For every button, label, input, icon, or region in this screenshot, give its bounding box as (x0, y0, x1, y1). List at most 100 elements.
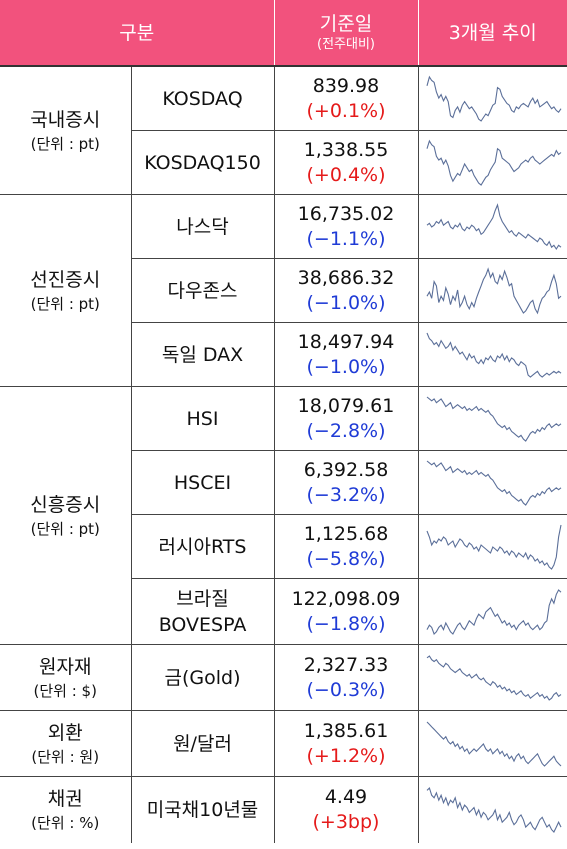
value-cell: 2,327.33 (−0.3%) (273, 644, 419, 711)
table-row: 신흥증시 (단위 : pt) HSI 18,079.61 (−2.8%) (0, 386, 567, 645)
index-name-cell: 원/달러 (130, 710, 275, 777)
weekly-change: (−3.2%) (306, 483, 386, 506)
category-name: 신흥증시 (30, 493, 101, 516)
index-value: 2,327.33 (303, 653, 389, 676)
sparkline-chart (426, 267, 561, 315)
category-name: 외환 (47, 721, 83, 744)
category-unit: (단위 : 원) (31, 747, 100, 766)
category-name: 선진증시 (30, 268, 101, 291)
value-cell: 4.49 (+3bp) (273, 776, 419, 843)
index-name-cell: 브라질 BOVESPA (131, 578, 275, 645)
header-trend: 3개월 추이 (417, 0, 567, 67)
index-name: 원/달러 (173, 732, 232, 755)
index-name: 금(Gold) (164, 666, 241, 689)
index-value: 18,497.94 (297, 330, 395, 353)
index-name: HSCEI (173, 471, 232, 494)
trend-cell (417, 776, 567, 843)
table-row: 채권 (단위 : %) 미국채10년물 4.49 (+3bp) (0, 776, 567, 843)
weekly-change: (−1.0%) (306, 291, 386, 314)
header-base-date: 기준일 (전주대비) (273, 0, 419, 67)
category-unit: (단위 : pt) (30, 134, 100, 153)
index-value: 1,338.55 (303, 138, 389, 161)
value-cell: 1,385.61 (+1.2%) (273, 710, 419, 777)
table-row: 러시아RTS 1,125.68 (−5.8%) (0, 514, 567, 579)
index-name: 미국채10년물 (146, 798, 259, 821)
index-value: 38,686.32 (297, 266, 395, 289)
sparkline-chart (426, 589, 561, 635)
value-cell: 122,098.09 (−1.8%) (273, 578, 419, 645)
weekly-change: (+1.2%) (306, 744, 386, 767)
value-cell: 839.98 (+0.1%) (273, 65, 419, 131)
table-row: 브라질 BOVESPA 122,098.09 (−1.8%) (0, 578, 567, 645)
sparkline-path (425, 332, 561, 378)
sparkline-path (426, 721, 561, 767)
sparkline-path (426, 396, 561, 442)
trend-cell (417, 322, 567, 387)
table-row: 국내증시 (단위 : pt) KOSDAQ 839.98 (+0.1%) (0, 65, 567, 195)
sparkline-chart (426, 203, 561, 251)
sparkline-path (426, 267, 561, 315)
index-value: 839.98 (312, 74, 380, 97)
sparkline-path (426, 787, 561, 834)
index-name-cell: 다우존스 (131, 258, 275, 323)
trend-cell (417, 386, 567, 451)
table-row: 다우존스 38,686.32 (−1.0%) (0, 258, 567, 323)
trend-cell (417, 194, 567, 259)
sparkline-chart (425, 139, 561, 186)
header-row: 구분 기준일 (전주대비) 3개월 추이 (0, 0, 567, 67)
category-cell: 신흥증시 (단위 : pt) (0, 386, 132, 645)
index-name: 브라질 BOVESPA (158, 587, 247, 636)
index-name-cell: HSI (130, 386, 275, 451)
index-value: 4.49 (324, 785, 368, 808)
weekly-change: (−1.0%) (306, 355, 386, 378)
index-name-cell: 금(Gold) (130, 644, 275, 711)
category-unit: (단위 : %) (31, 813, 100, 832)
index-name: 러시아RTS (158, 535, 247, 558)
index-name-cell: KOSDAQ150 (131, 130, 275, 195)
sparkline-chart (426, 396, 561, 442)
index-name: 나스닥 (176, 215, 229, 238)
weekly-change: (+3bp) (312, 810, 380, 833)
weekly-change: (−1.8%) (306, 612, 386, 635)
value-cell: 18,079.61 (−2.8%) (273, 386, 419, 451)
category-cell: 선진증시 (단위 : pt) (0, 194, 132, 387)
table-row: 원자재 (단위 : $) 금(Gold) 2,327.33 (−0.3%) (0, 644, 567, 711)
category-cell: 국내증시 (단위 : pt) (0, 65, 132, 195)
trend-cell (417, 130, 567, 195)
weekly-change: (+0.1%) (306, 99, 386, 122)
index-name: 독일 DAX (161, 343, 244, 366)
index-name-cell: KOSDAQ (130, 65, 275, 131)
index-value: 16,735.02 (297, 202, 395, 225)
category-name: 원자재 (39, 655, 92, 678)
index-value: 6,392.58 (303, 458, 389, 481)
index-name: 다우존스 (167, 279, 238, 302)
index-value: 18,079.61 (297, 394, 395, 417)
category-unit: (단위 : pt) (30, 519, 100, 538)
index-value: 122,098.09 (291, 587, 401, 610)
sparkline-chart (426, 460, 561, 506)
value-cell: 38,686.32 (−1.0%) (273, 258, 419, 323)
index-value: 1,385.61 (303, 719, 389, 742)
sparkline-path (426, 203, 561, 251)
trend-cell (417, 710, 567, 777)
index-name: HSI (186, 407, 219, 430)
table-body: 국내증시 (단위 : pt) KOSDAQ 839.98 (+0.1%) KOSDAQ15… (0, 65, 567, 843)
value-cell: 1,125.68 (−5.8%) (273, 514, 419, 579)
header-category: 구분 (0, 0, 275, 67)
category-cell: 원자재 (단위 : $) (0, 644, 132, 711)
weekly-change: (+0.4%) (306, 163, 386, 186)
table-row: 선진증시 (단위 : pt) 나스닥 16,735.02 (−1.1%) (0, 194, 567, 387)
trend-cell (417, 578, 567, 645)
category-name: 국내증시 (30, 108, 101, 131)
sparkline-chart (425, 332, 561, 378)
value-cell: 18,497.94 (−1.0%) (273, 322, 419, 387)
index-name: KOSDAQ (162, 87, 243, 110)
table-row: HSCEI 6,392.58 (−3.2%) (0, 450, 567, 515)
category-cell: 채권 (단위 : %) (0, 776, 132, 843)
trend-cell (417, 450, 567, 515)
sparkline-path (425, 75, 561, 122)
value-cell: 1,338.55 (+0.4%) (273, 130, 419, 195)
sparkline-chart (426, 787, 561, 834)
sparkline-path (426, 655, 561, 701)
